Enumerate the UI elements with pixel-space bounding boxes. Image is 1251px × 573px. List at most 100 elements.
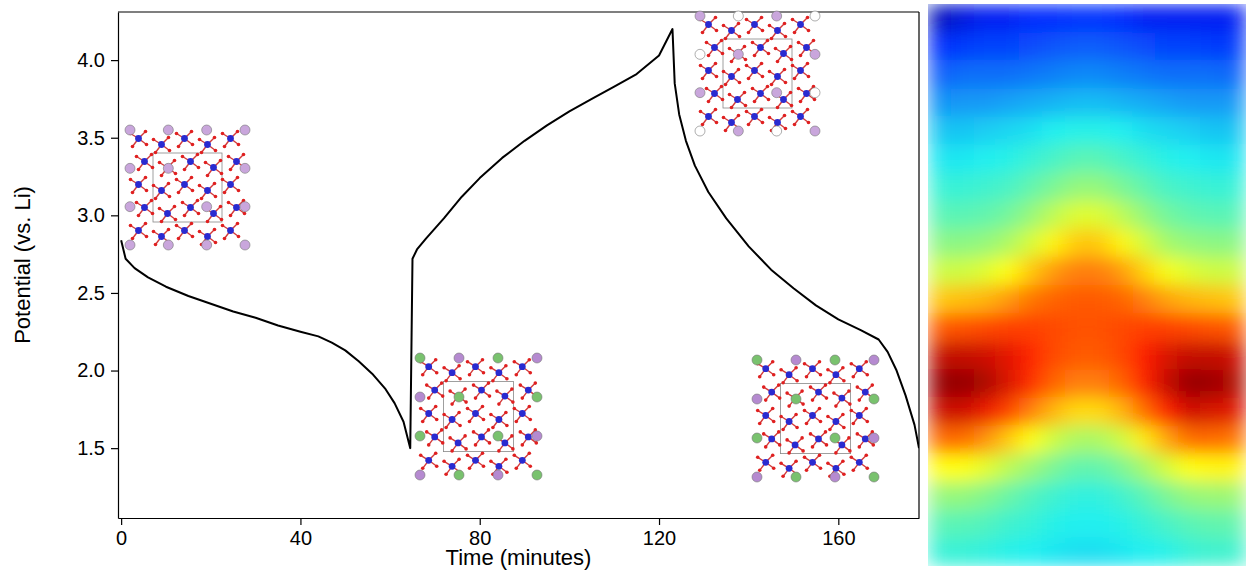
heat-cell: [1155, 60, 1178, 89]
heat-cell: [973, 60, 996, 89]
heat-cell: [1019, 397, 1042, 426]
heat-cell: [1178, 32, 1201, 61]
framework-atom: [803, 44, 810, 51]
ion: [810, 126, 820, 136]
oxygen-atom: [457, 364, 461, 368]
oxygen-atom: [794, 460, 798, 464]
oxygen-atom: [497, 449, 501, 453]
ion: [695, 11, 705, 21]
oxygen-atom: [510, 387, 514, 391]
oxygen-atom: [715, 121, 719, 125]
oxygen-atom: [852, 375, 856, 379]
heat-cell: [1087, 313, 1110, 342]
oxygen-atom: [776, 106, 780, 110]
heat-cell: [1155, 4, 1178, 33]
oxygen-atom: [183, 168, 187, 172]
framework-atom: [478, 434, 485, 441]
oxygen-atom: [434, 452, 438, 456]
framework-atom: [227, 181, 234, 188]
plot-area: [121, 29, 919, 448]
oxygen-atom: [768, 70, 772, 74]
oxygen-atom: [487, 428, 491, 432]
oxygen-atom: [762, 385, 766, 389]
heat-cell: [1110, 88, 1133, 117]
heat-cell: [1087, 32, 1110, 61]
heat-cell: [1155, 454, 1178, 483]
framework-atom: [833, 465, 840, 472]
framework-atom: [809, 459, 816, 466]
framework-atom: [751, 113, 758, 120]
heat-cell: [1223, 510, 1246, 539]
y-axis-title: Potential (vs. Li): [10, 186, 35, 344]
framework-atom: [768, 436, 775, 443]
oxygen-atom: [463, 434, 467, 438]
oxygen-atom: [801, 402, 805, 406]
oxygen-atom: [824, 383, 828, 387]
oxygen-atom: [826, 415, 830, 419]
framework-atom: [780, 96, 787, 103]
oxygen-atom: [242, 153, 246, 157]
heat-cell: [1223, 369, 1246, 398]
heat-cell: [1042, 369, 1065, 398]
heat-cell: [996, 369, 1019, 398]
framework-atom: [472, 457, 479, 464]
framework-atom: [786, 465, 793, 472]
heat-cell: [1132, 4, 1155, 33]
framework-atom: [425, 363, 432, 370]
heat-cell: [1201, 229, 1224, 258]
heat-cell: [1178, 397, 1201, 426]
oxygen-atom: [482, 465, 486, 469]
heat-cell: [1110, 369, 1133, 398]
framework-atom: [478, 387, 485, 394]
oxygen-atom: [220, 218, 224, 222]
heat-cell: [1201, 369, 1224, 398]
tick-label: 120: [643, 527, 676, 549]
oxygen-atom: [181, 201, 185, 205]
framework-atom: [862, 389, 869, 396]
oxygen-atom: [805, 375, 809, 379]
oxygen-atom: [832, 391, 836, 395]
framework-atom: [774, 73, 781, 80]
oxygen-atom: [866, 373, 870, 377]
heat-cell: [996, 201, 1019, 230]
framework-atom: [734, 96, 741, 103]
heat-cell: [1155, 116, 1178, 145]
ion: [810, 49, 820, 59]
heat-cell: [1110, 4, 1133, 33]
heat-cell: [1155, 88, 1178, 117]
oxygen-atom: [766, 85, 770, 89]
oxygen-atom: [221, 178, 225, 182]
oxygen-atom: [720, 85, 724, 89]
heat-cell: [1201, 285, 1224, 314]
oxygen-atom: [223, 237, 227, 241]
oxygen-atom: [489, 460, 493, 464]
oxygen-atom: [747, 31, 751, 35]
ion: [454, 470, 464, 480]
heat-cell: [1132, 313, 1155, 342]
heat-cell: [1064, 32, 1087, 61]
tick-mark: [121, 518, 122, 525]
ion: [240, 240, 250, 250]
oxygen-atom: [181, 155, 185, 159]
oxygen-atom: [758, 422, 762, 426]
oxygen-atom: [472, 383, 476, 387]
oxygen-atom: [803, 456, 807, 460]
framework-atom: [135, 181, 142, 188]
oxygen-atom: [223, 191, 227, 195]
oxygen-atom: [200, 197, 204, 201]
oxygen-atom: [724, 37, 728, 41]
oxygen-atom: [448, 436, 452, 440]
oxygen-atom: [803, 362, 807, 366]
oxygen-atom: [807, 121, 811, 125]
oxygen-atom: [819, 420, 823, 424]
heat-cell: [1042, 482, 1065, 511]
framework-atom: [204, 187, 211, 194]
framework-atom: [204, 141, 211, 148]
framework-atom: [158, 187, 165, 194]
oxygen-atom: [795, 379, 799, 383]
heat-cell: [1019, 173, 1042, 202]
heat-cell: [928, 313, 951, 342]
oxygen-atom: [797, 41, 801, 45]
oxygen-atom: [191, 235, 195, 239]
oxygen-atom: [167, 182, 171, 186]
